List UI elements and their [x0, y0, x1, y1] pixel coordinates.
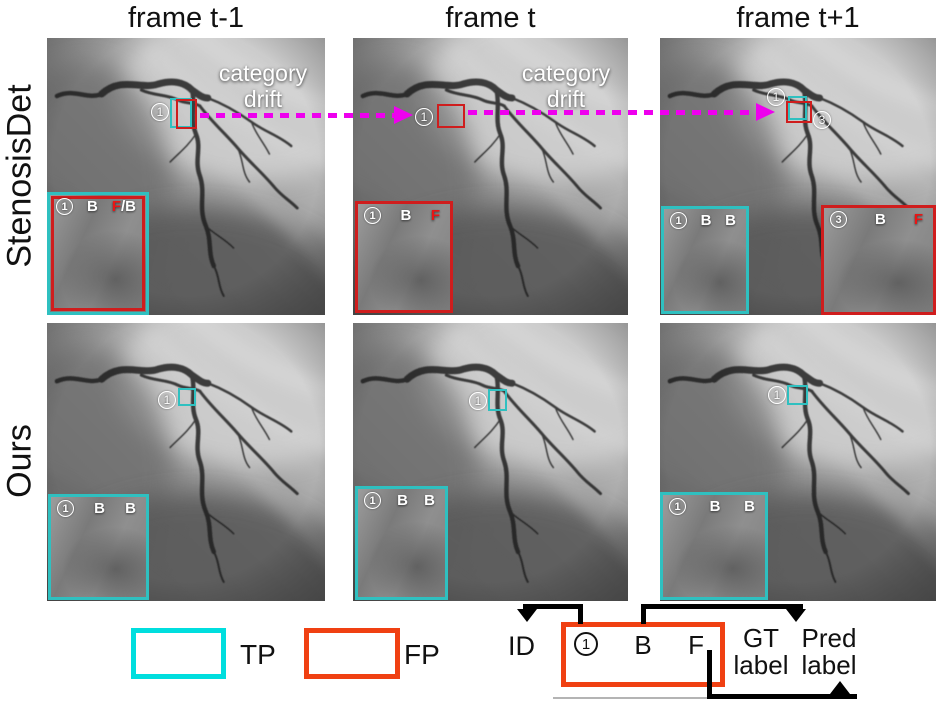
detection-box-tp	[788, 96, 807, 120]
track-id-badge: 1	[768, 386, 786, 404]
zoom-inset-tp: 1 B B	[48, 494, 149, 600]
annotation-detection-box: 1 B F	[561, 622, 725, 687]
panel-stenosisdet-frame-t: category drift 1 1 B F	[353, 38, 628, 315]
category-drift-label: category drift	[218, 60, 308, 112]
track-id-badge: 1	[767, 88, 785, 106]
legend-pred-label: Pred label	[801, 623, 857, 680]
track-id-badge-3: 3	[813, 111, 831, 129]
annotation-gt-label: B	[634, 630, 652, 660]
inset-pred-label: B	[424, 492, 435, 509]
panel-stenosisdet-frame-t-minus-1: category drift 1 1 B F/B	[47, 38, 325, 315]
row-label-stenosisdet: StenosisDet	[0, 84, 39, 268]
drift-arrow-head-2	[756, 103, 775, 121]
detection-box-tp	[178, 388, 196, 406]
zoom-inset-fp: 1 B F	[355, 201, 453, 313]
track-id-badge: 1	[158, 391, 176, 409]
id-pointer-arrow-vertical	[578, 604, 583, 624]
panel-ours-frame-t-minus-1: 1 1 B B	[47, 323, 325, 601]
category-drift-label: category drift	[521, 60, 611, 112]
gt-pointer-arrowhead	[786, 609, 806, 622]
legend-gt-label: GT label	[733, 623, 789, 680]
inset-id-badge: 1	[669, 498, 686, 515]
inset-pred-label: F	[430, 207, 440, 224]
panel-stenosisdet-frame-t-plus-1: 1 3 1 B B 3 B F	[660, 38, 936, 315]
inset-gt-label: B	[700, 212, 712, 229]
inset-id-badge: 1	[670, 212, 687, 229]
annotation-id-badge: 1	[574, 632, 598, 656]
track-id-badge: 1	[469, 392, 487, 410]
inset-gt-label: B	[874, 211, 886, 228]
detection-box-fp	[437, 104, 465, 128]
legend-fp-label: FP	[404, 639, 440, 670]
pred-pointer-arrowhead	[830, 681, 850, 694]
pred-pointer-arrow-vertical	[707, 650, 712, 699]
id-pointer-arrow-horizontal	[523, 604, 583, 609]
inset-pred-label: B	[744, 498, 755, 515]
detection-box-tp	[488, 389, 507, 411]
column-header-frame-t: frame t	[445, 2, 536, 34]
inset-gt-label: B	[400, 207, 412, 224]
zoom-inset-tp: 1 B B	[660, 492, 768, 600]
inset-gt-label: B	[709, 498, 721, 515]
inset-pred-label: F	[913, 211, 923, 228]
id-pointer-arrowhead	[517, 609, 537, 622]
panel-ours-frame-t: 1 1 B B	[353, 323, 628, 601]
inset-pred-label: B	[125, 500, 136, 517]
faint-gray-line	[553, 697, 710, 699]
legend-tp-swatch	[131, 628, 226, 679]
gt-pointer-arrow-vertical	[641, 604, 646, 624]
zoom-inset-tp-fp: 1 B F/B	[47, 192, 149, 315]
column-header-frame-t-minus-1: frame t-1	[127, 2, 245, 34]
annotation-pred-label: F	[688, 630, 704, 660]
zoom-inset-tp: 1 B B	[355, 486, 448, 600]
drift-arrow-line-2	[468, 110, 756, 115]
panel-ours-frame-t-plus-1: 1 1 B B	[660, 323, 936, 601]
inset-pred-label: B	[725, 212, 736, 229]
drift-arrow-head-1	[394, 106, 413, 124]
inset-id-badge: 1	[57, 500, 74, 517]
inset-id-badge: 1	[364, 492, 381, 509]
track-id-badge: 1	[151, 103, 169, 121]
inset-id-badge: 1	[364, 207, 381, 224]
legend-id-label: ID	[508, 631, 535, 661]
inset-pred-label: F/B	[111, 198, 136, 215]
column-header-frame-t-plus-1: frame t+1	[736, 2, 860, 34]
inset-inner-border	[51, 196, 145, 311]
pred-pointer-arrow-horizontal	[707, 694, 857, 699]
legend-fp-swatch	[304, 628, 400, 679]
inset-id-badge: 1	[56, 198, 73, 215]
zoom-inset-fp: 3 B F	[821, 205, 936, 315]
track-id-badge: 1	[415, 108, 433, 126]
inset-id-badge: 3	[830, 211, 847, 228]
inset-gt-label: B	[86, 198, 98, 215]
zoom-inset-tp: 1 B B	[661, 206, 749, 314]
drift-arrow-line-1	[200, 113, 396, 118]
detection-box-fp	[786, 101, 812, 123]
row-label-ours: Ours	[0, 424, 39, 498]
inset-gt-label: B	[94, 500, 105, 517]
gt-pointer-arrow-horizontal	[641, 604, 803, 609]
inset-gt-label: B	[397, 492, 408, 509]
legend-tp-label: TP	[240, 639, 276, 670]
detection-box-tp	[787, 385, 808, 405]
detection-box-fp	[176, 99, 197, 129]
